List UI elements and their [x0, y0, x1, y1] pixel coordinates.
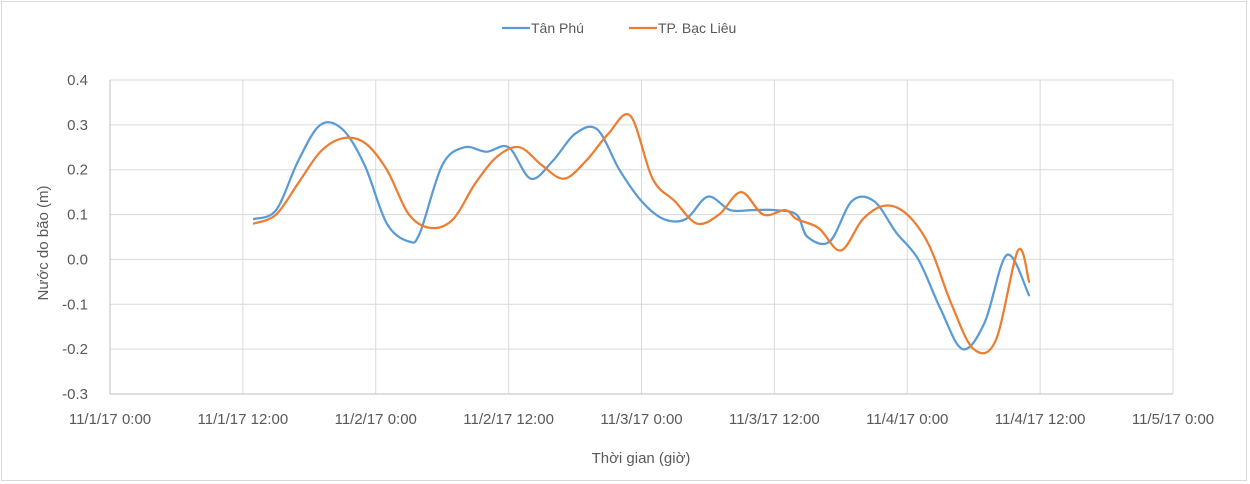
x-tick-label: 11/1/17 0:00	[69, 411, 151, 428]
x-axis-title: Thời gian (giờ)	[592, 450, 691, 467]
y-tick-label: 0.3	[67, 117, 88, 134]
legend-label-0: Tân Phú	[531, 20, 584, 36]
y-axis-title: Nước do bão (m)	[35, 186, 52, 301]
x-tick-label: 11/1/17 12:00	[198, 411, 289, 428]
x-tick-label: 11/5/17 0:00	[1132, 411, 1214, 428]
series-line-0	[252, 121, 1031, 351]
y-tick-label: 0.2	[67, 162, 88, 179]
x-tick-label: 11/4/17 0:00	[866, 411, 948, 428]
y-tick-label: -0.1	[62, 296, 88, 313]
axis-titles: Thời gian (giờ) Nước do bão (m)	[35, 186, 690, 467]
legend: Tân Phú TP. Bạc Liêu	[502, 20, 736, 36]
y-tick-label: -0.3	[62, 386, 88, 403]
x-tick-label: 11/2/17 0:00	[335, 411, 417, 428]
y-tick-label: 0.0	[67, 251, 88, 268]
gridlines	[110, 79, 1174, 394]
y-tick-label: -0.2	[62, 341, 88, 358]
x-tick-label: 11/3/17 0:00	[600, 411, 682, 428]
legend-label-1: TP. Bạc Liêu	[658, 20, 736, 36]
x-tick-label: 11/2/17 12:00	[463, 411, 554, 428]
series-lines	[252, 113, 1031, 355]
x-tick-label: 11/3/17 12:00	[729, 411, 820, 428]
x-tick-label: 11/4/17 12:00	[995, 411, 1086, 428]
y-tick-label: 0.1	[67, 207, 88, 224]
series-line-1	[252, 113, 1031, 355]
axes: 0.4 0.3 0.2 0.1 0.0 -0.1 -0.2 -0.3 11/1/17 0:00 1…	[62, 72, 1214, 428]
y-tick-label: 0.4	[67, 72, 88, 89]
